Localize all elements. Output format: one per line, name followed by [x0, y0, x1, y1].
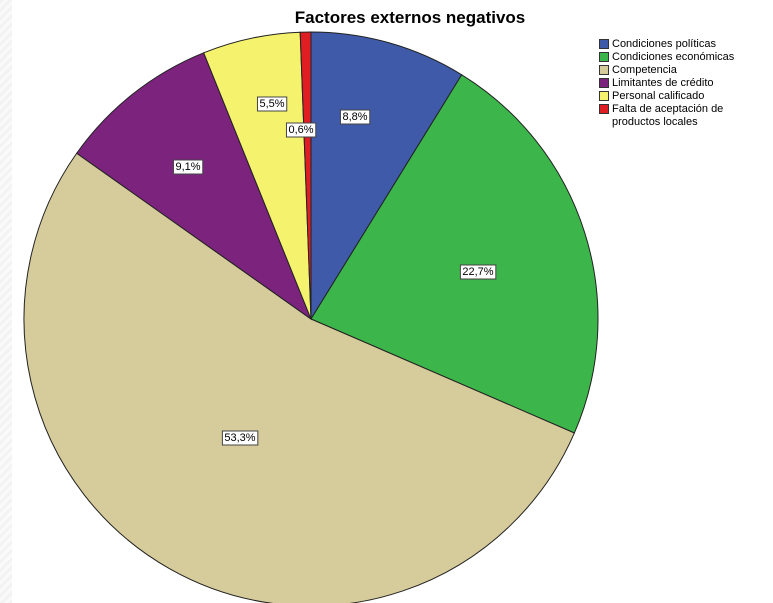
- legend-label: Condiciones políticas: [612, 38, 716, 50]
- svg-text:9,1%: 9,1%: [175, 161, 200, 173]
- legend-swatch: [599, 39, 609, 49]
- slice-data-label: 22,7%: [459, 264, 497, 280]
- chart-title: Factores externos negativos: [294, 8, 526, 27]
- svg-text:5,5%: 5,5%: [259, 98, 284, 110]
- legend-item: Falta de aceptación de productos locales: [599, 103, 771, 129]
- legend-label: Personal calificado: [612, 90, 705, 102]
- pie-slice: [299, 31, 312, 320]
- svg-text:22,7%: 22,7%: [462, 266, 493, 278]
- pie-slice: [310, 74, 599, 434]
- chart-legend: Condiciones políticas Condiciones económi…: [599, 38, 771, 129]
- legend-item: Condiciones económicas: [599, 51, 771, 64]
- slice-data-label: 5,5%: [256, 96, 288, 112]
- legend-swatch: [599, 104, 609, 114]
- slice-data-label: 9,1%: [172, 159, 204, 175]
- svg-text:8,8%: 8,8%: [342, 111, 367, 123]
- pie-slice: [76, 52, 313, 321]
- legend-swatch: [599, 52, 609, 62]
- legend-item: Condiciones políticas: [599, 38, 771, 51]
- pie-slice: [310, 31, 463, 321]
- legend-label: Competencia: [612, 64, 677, 76]
- legend-item: Competencia: [599, 64, 771, 77]
- svg-text:0,6%: 0,6%: [288, 124, 313, 136]
- pie-slice: [23, 152, 576, 603]
- svg-text:53,3%: 53,3%: [224, 432, 255, 444]
- legend-label: Limitantes de crédito: [612, 77, 714, 89]
- legend-label: Falta de aceptación de productos locales: [612, 103, 724, 128]
- left-border-decoration: [0, 0, 12, 603]
- legend-label: Condiciones económicas: [612, 51, 735, 63]
- legend-item: Limitantes de crédito: [599, 77, 771, 90]
- legend-swatch: [599, 65, 609, 75]
- slice-data-label: 8,8%: [339, 109, 371, 125]
- slice-data-label: 53,3%: [221, 430, 259, 446]
- slice-data-label: 0,6%: [285, 122, 317, 138]
- legend-swatch: [599, 78, 609, 88]
- legend-item: Personal calificado: [599, 90, 771, 103]
- legend-swatch: [599, 91, 609, 101]
